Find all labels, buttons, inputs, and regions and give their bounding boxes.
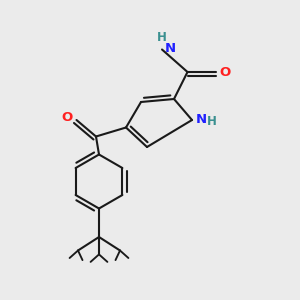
Text: H: H	[157, 31, 167, 44]
Text: O: O	[62, 111, 73, 124]
Text: N: N	[196, 112, 207, 126]
Text: H: H	[206, 115, 216, 128]
Text: O: O	[219, 65, 230, 79]
Text: N: N	[165, 42, 176, 55]
